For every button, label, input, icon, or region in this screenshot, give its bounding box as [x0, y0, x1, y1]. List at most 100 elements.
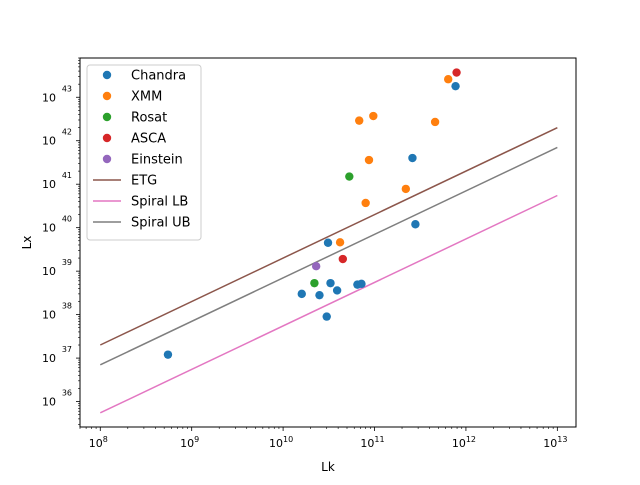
legend-item-chandra: Chandra [102, 69, 186, 84]
x-axis-label: Lk [321, 460, 335, 474]
data-point-rosat [310, 278, 319, 288]
data-point-xmm [430, 117, 440, 127]
y-tick-base: 10 [42, 222, 56, 235]
y-tick-label: 10 38 [42, 302, 72, 322]
y-tick-label: 10 40 [42, 215, 72, 235]
y-tick-base: 10 [42, 396, 56, 409]
y-tick-label: 10 41 [42, 171, 72, 191]
plot-area [99, 68, 558, 414]
x-tick-base: 10 [452, 437, 466, 450]
legend-marker [102, 112, 112, 122]
y-tick-exponent: 40 [62, 215, 72, 224]
legend-label: Rosat [131, 111, 167, 126]
data-point-xmm [444, 75, 453, 84]
legend-marker [102, 91, 112, 101]
y-tick-label: 10 39 [42, 258, 72, 278]
data-point-asca [338, 254, 348, 264]
legend-item-rosat: Rosat [102, 111, 167, 126]
legend-item-etg: ETG [93, 174, 157, 189]
y-tick-base: 10 [42, 178, 56, 191]
y-tick-exponent: 42 [62, 128, 72, 137]
data-point-asca [452, 68, 461, 77]
y-tick-exponent: 39 [62, 258, 72, 267]
data-point-chandra [411, 220, 420, 229]
x-tick-label: 1011 [360, 435, 384, 450]
legend: Chandra XMM Rosat ASCA Einstein ETG Spiral LB S… [86, 64, 202, 241]
legend-box [86, 64, 202, 241]
data-point-einstein [311, 262, 321, 271]
legend-label: Chandra [131, 69, 186, 84]
data-point-xmm [335, 238, 345, 247]
x-tick-exponent: 12 [466, 435, 476, 444]
legend-item-einstein: Einstein [102, 153, 183, 168]
y-tick-base: 10 [42, 265, 56, 278]
x-tick-label: 1013 [543, 435, 567, 450]
y-tick-base: 10 [42, 352, 56, 365]
y-tick-exponent: 36 [62, 389, 72, 398]
data-point-chandra [451, 81, 460, 91]
data-point-xmm [364, 155, 374, 165]
y-tick-exponent: 37 [62, 345, 72, 354]
y-tick-label: 10 42 [42, 128, 72, 148]
x-tick-label: 1012 [452, 435, 476, 450]
data-point-chandra [163, 350, 173, 359]
data-point-xmm [361, 198, 370, 208]
legend-item-spiral-lb: Spiral LB [93, 195, 188, 210]
data-point-rosat [345, 172, 354, 181]
series-line-etg [99, 126, 558, 346]
legend-label: Einstein [131, 153, 183, 168]
x-tick-exponent: 9 [194, 435, 199, 444]
axes-frame [79, 57, 577, 428]
y-tick-base: 10 [42, 309, 56, 322]
x-tick-base: 10 [89, 437, 103, 450]
legend-label: XMM [131, 90, 162, 105]
x-tick-label: 108 [89, 435, 108, 450]
x-tick-base: 10 [269, 437, 283, 450]
legend-item-spiral-ub: Spiral UB [93, 216, 191, 231]
legend-label: ASCA [131, 132, 166, 147]
x-tick-label: 1010 [269, 435, 293, 450]
y-axis: 10 36 10 37 10 38 10 39 10 40 10 41 10 42 10 43 [42, 57, 80, 425]
y-tick-label: 10 37 [42, 345, 72, 365]
data-point-chandra [323, 238, 333, 247]
x-tick-exponent: 8 [103, 435, 108, 444]
y-tick-exponent: 41 [62, 171, 72, 180]
x-axis: 108 109 1010 1011 1012 1013 [79, 427, 567, 450]
data-point-chandra [297, 289, 306, 299]
x-tick-exponent: 11 [374, 435, 384, 444]
x-tick-base: 10 [360, 437, 374, 450]
data-point-xmm [355, 116, 364, 125]
legend-item-asca: ASCA [102, 132, 166, 147]
legend-marker [102, 154, 112, 164]
legend-item-xmm: XMM [102, 90, 162, 105]
x-tick-exponent: 10 [283, 435, 293, 444]
x-tick-base: 10 [543, 437, 557, 450]
data-point-chandra [315, 290, 324, 300]
x-tick-label: 109 [180, 435, 199, 450]
series-line-spiral-lb [99, 194, 558, 414]
x-tick-base: 10 [180, 437, 194, 450]
data-point-chandra [326, 278, 335, 288]
data-point-chandra [332, 286, 342, 295]
y-axis-label: Lx [20, 236, 34, 250]
legend-marker [102, 133, 112, 143]
data-point-xmm [369, 111, 378, 121]
y-tick-exponent: 38 [62, 302, 72, 311]
data-point-chandra [357, 279, 366, 289]
y-tick-label: 10 43 [42, 84, 72, 104]
legend-marker [102, 70, 112, 80]
data-point-xmm [401, 184, 411, 194]
y-tick-label: 10 36 [42, 389, 72, 409]
legend-label: Spiral UB [131, 216, 191, 231]
series-line-spiral-ub [99, 146, 558, 366]
legend-label: ETG [131, 174, 157, 189]
data-point-chandra [322, 312, 331, 321]
y-tick-exponent: 43 [62, 84, 72, 93]
data-point-chandra [408, 153, 417, 163]
y-tick-base: 10 [42, 135, 56, 148]
y-tick-base: 10 [42, 91, 56, 104]
legend-label: Spiral LB [131, 195, 188, 210]
x-tick-exponent: 13 [557, 435, 567, 444]
